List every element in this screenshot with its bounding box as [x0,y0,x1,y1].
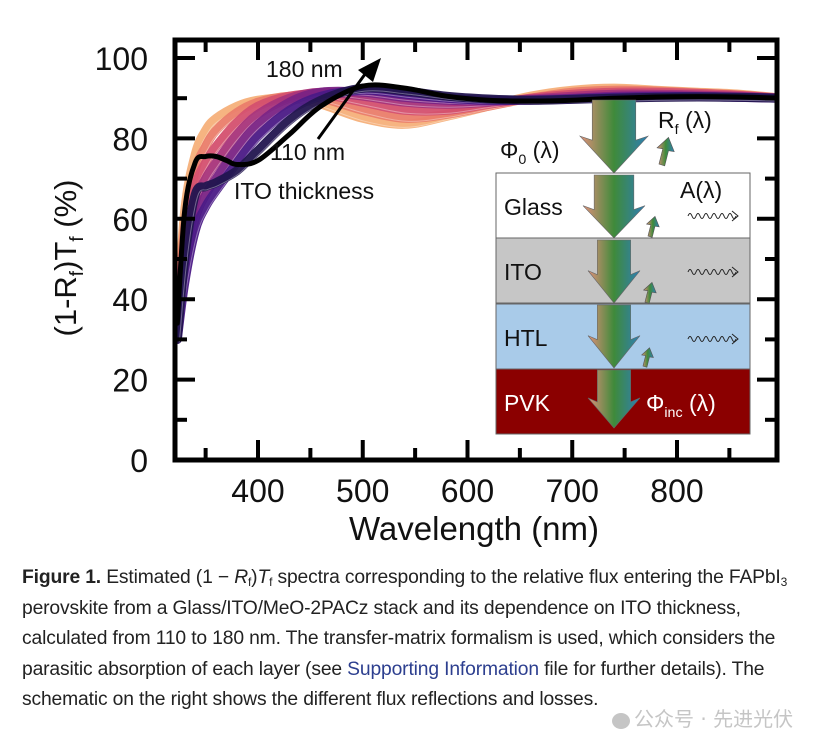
caption-rf: R [234,567,248,588]
rf-label-tail: (λ) [679,107,712,133]
htl-absorption-wave-icon-wave [687,336,737,342]
phi-inc-label-tail: (λ) [683,390,716,416]
series-highlight-170-nm [178,90,775,343]
y-axis-label-part: f [67,270,88,276]
wechat-icon [612,712,630,729]
layer-label-ito: ITO [504,259,542,285]
y-tick-label: 100 [95,41,148,77]
caption-text-3: spectra corresponding to the relative fl… [272,567,781,588]
phi0-label-sub: 0 [518,152,526,168]
y-axis-label-part: (1-R [48,276,83,336]
thickness-arrow-head-icon [358,58,381,82]
caption-sub-3: 3 [780,575,788,589]
y-axis-label-part: (%) [48,180,83,237]
glass-reflection-arrow-icon [645,215,660,238]
glass-flux-arrow-icon [582,174,646,239]
absorption-label: A(λ) [680,177,722,203]
caption-text-4: perovskite from a Glass/ITO/MeO-2PACz st… [22,597,776,680]
phi0-label: Φ0 (λ) [500,137,560,168]
layer-label-glass: Glass [504,194,563,220]
y-tick-label: 20 [112,363,148,399]
rf-label: Rf (λ) [658,107,712,138]
supporting-information-link[interactable]: Supporting Information [347,658,539,680]
y-axis-label: (1-Rf)Tf (%) [48,180,88,337]
htl-reflection-arrow-icon [641,347,654,368]
x-axis-label: Wavelength (nm) [349,510,599,547]
reflection-arrow-icon [656,136,675,167]
caption-text-2: ) [251,567,258,588]
y-tick-label: 40 [112,282,148,318]
caption-label: Figure 1. [22,567,102,588]
annotation-ito-thickness: ITO thickness [234,178,374,204]
caption-tf-sub: f [269,575,273,589]
caption-tf: T [257,567,270,588]
y-tick-label: 60 [112,202,148,238]
ito-flux-arrow-icon [587,239,641,304]
x-tick-label: 800 [650,473,703,509]
phi-inc-label-sub: inc [664,405,682,421]
x-tick-label: 500 [336,473,389,509]
y-axis-label-part: )T [48,242,83,271]
incident-flux-arrow-icon [578,99,650,174]
series-line-180-nm [175,82,775,326]
x-tick-label: 600 [441,473,494,509]
axes: 0 20 40 60 80 100 400 500 600 700 800 Wavelength (n… [48,37,780,547]
layer-label-pvk: PVK [504,390,551,416]
caption-text-1: Estimated (1 − [101,567,235,588]
phi-inc-label-main: Φ [646,390,664,416]
glass-absorption-wave-icon-wave [687,213,737,219]
plot-frame [172,37,780,463]
ito-absorption-wave-icon [687,266,739,278]
figure-caption: Figure 1. Estimated (1 − Rf)Tf spectra c… [22,563,804,716]
caption-rf-sub: f [247,575,252,589]
glass-absorption-wave-icon [687,210,739,222]
annotations: 180 nm 110 nm ITO thickness [234,56,381,204]
layer-label-htl: HTL [504,325,548,351]
glass-absorption-wave-icon-head [731,210,739,222]
htl-flux-arrow-icon [587,304,641,369]
caption-text-5: file for further details). The schematic… [22,658,765,711]
rf-label-main: R [658,107,675,133]
series-layer [175,82,775,344]
annotation-110nm: 110 nm [270,139,345,165]
phi-inc-label: Φinc (λ) [646,390,716,421]
htl-absorption-wave-icon [687,333,739,345]
x-tick-label: 400 [231,473,284,509]
y-tick-label: 0 [130,443,148,479]
y-tick-label: 80 [112,121,148,157]
htl-absorption-wave-icon-head [731,333,739,345]
x-tick-label: 700 [546,473,599,509]
annotation-180nm: 180 nm [266,56,343,82]
ito-reflection-arrow-icon [642,281,657,304]
y-axis-label-part: f [67,236,88,242]
ito-absorption-wave-icon-head [731,266,739,278]
thickness-arrow-shaft [316,69,370,140]
watermark: 公众号 · 先进光伏 [612,703,793,732]
watermark-text: 公众号 · 先进光伏 [634,707,794,731]
ito-absorption-wave-icon-wave [687,269,737,275]
phi0-label-main: Φ [500,137,518,163]
phi0-label-tail: (λ) [526,137,559,163]
rf-label-sub: f [675,122,679,138]
pvk-flux-arrow-icon [587,369,641,429]
